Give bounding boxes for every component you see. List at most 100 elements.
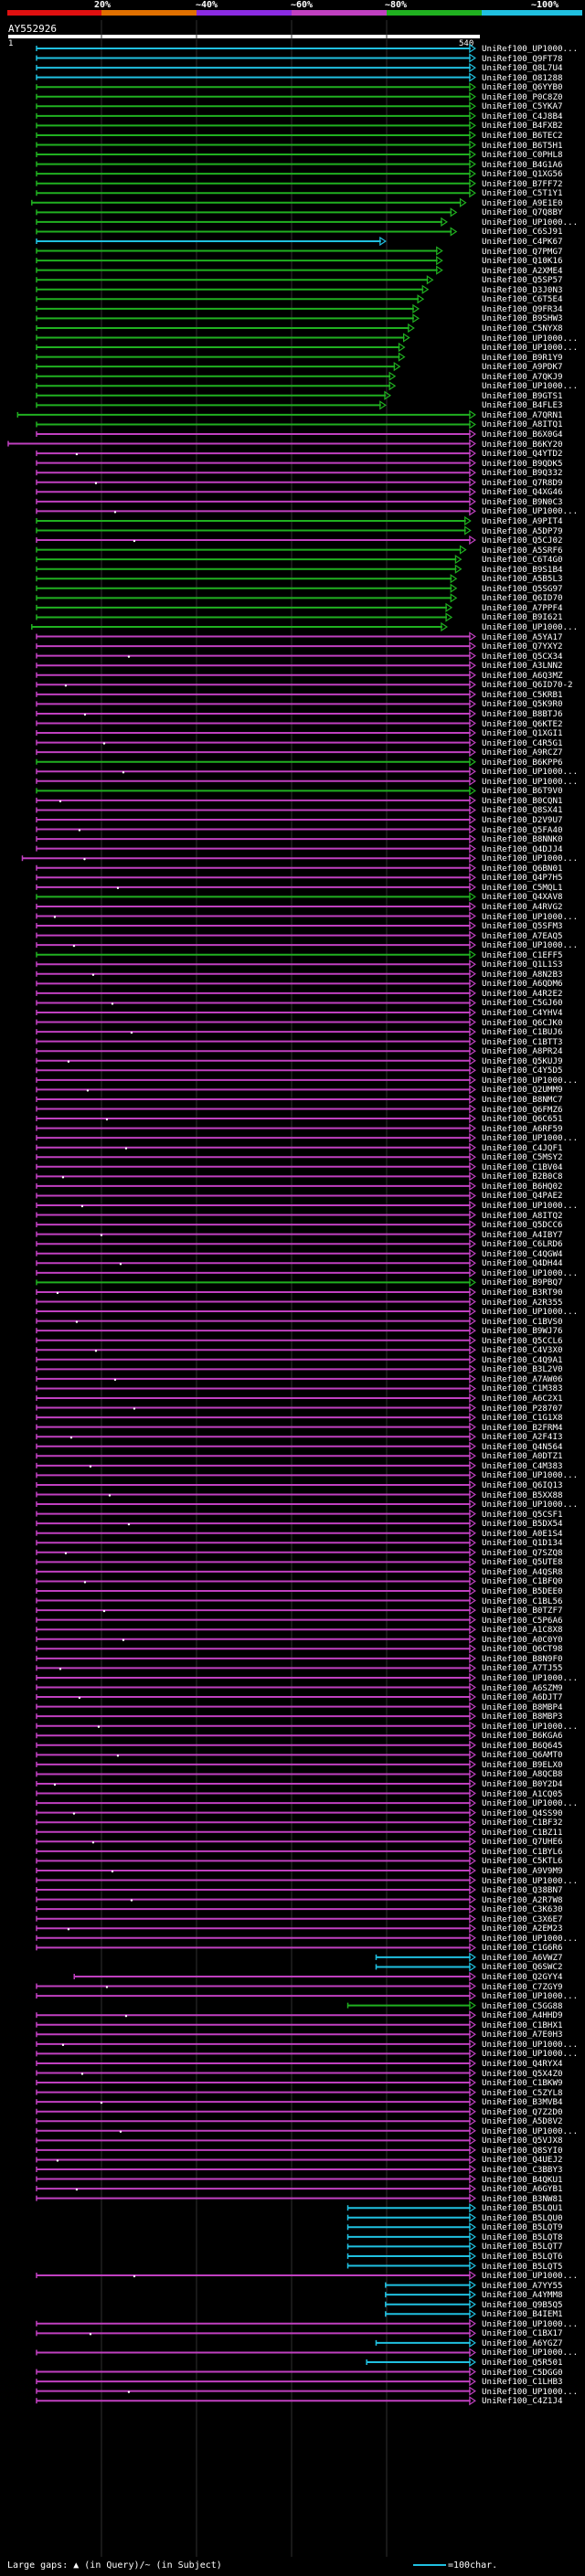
- hit-row[interactable]: [36, 448, 476, 459]
- hit-row[interactable]: [36, 988, 476, 999]
- hit-row[interactable]: [36, 236, 387, 247]
- hit-row[interactable]: [36, 1085, 476, 1095]
- hit-row[interactable]: [36, 661, 476, 671]
- hit-label[interactable]: UniRef100_UP1000...: [482, 217, 579, 228]
- hit-label[interactable]: UniRef100_B8NMC7: [482, 1094, 563, 1105]
- hit-label[interactable]: UniRef100_Q6FMZ6: [482, 1104, 563, 1115]
- hit-label[interactable]: UniRef100_D2V9U7: [482, 815, 563, 825]
- hit-label[interactable]: UniRef100_C6T5E4: [482, 294, 563, 305]
- hit-row[interactable]: [36, 1528, 476, 1538]
- hit-label[interactable]: UniRef100_Q4P7H5: [482, 873, 563, 884]
- hit-row[interactable]: [36, 1297, 476, 1307]
- hit-row[interactable]: [36, 1046, 476, 1056]
- hit-row[interactable]: [36, 2145, 476, 2156]
- hit-label[interactable]: UniRef100_Q5X4Z0: [482, 2068, 563, 2079]
- hit-label[interactable]: UniRef100_UP1000...: [482, 1721, 579, 1732]
- hit-label[interactable]: UniRef100_A6RF59: [482, 1123, 563, 1134]
- hit-row[interactable]: [36, 1161, 476, 1171]
- hit-row[interactable]: [36, 1644, 476, 1654]
- hit-label[interactable]: UniRef100_Q1L1S3: [482, 959, 563, 970]
- hit-row[interactable]: [36, 1818, 476, 1828]
- hit-label[interactable]: UniRef100_Q8SX41: [482, 805, 563, 816]
- hit-label[interactable]: UniRef100_B8NNK0: [482, 834, 563, 845]
- hit-row[interactable]: [36, 1924, 476, 1934]
- hit-label[interactable]: UniRef100_C5MSY2: [482, 1152, 563, 1163]
- hit-label[interactable]: UniRef100_UP1000...: [482, 1075, 579, 1086]
- hit-label[interactable]: UniRef100_Q6ID70: [482, 593, 563, 604]
- hit-row[interactable]: [346, 2222, 476, 2232]
- hit-row[interactable]: [36, 2328, 476, 2338]
- hit-row[interactable]: [36, 1055, 476, 1065]
- hit-label[interactable]: UniRef100_UP1000...: [482, 1201, 579, 1211]
- hit-row[interactable]: [36, 1364, 476, 1374]
- hit-row[interactable]: [366, 2357, 476, 2368]
- hit-label[interactable]: UniRef100_UP1000...: [482, 853, 579, 864]
- hit-label[interactable]: UniRef100_UP1000...: [482, 506, 579, 517]
- hit-row[interactable]: [36, 1981, 476, 1991]
- hit-row[interactable]: [36, 1943, 476, 1953]
- hit-label[interactable]: UniRef100_Q5SFM3: [482, 921, 563, 932]
- hit-row[interactable]: [36, 949, 476, 959]
- hit-row[interactable]: [36, 207, 458, 217]
- hit-label[interactable]: UniRef100_Q6CJK0: [482, 1017, 563, 1028]
- hit-label[interactable]: UniRef100_Q4N564: [482, 1441, 563, 1452]
- hit-label[interactable]: UniRef100_Q6C651: [482, 1114, 563, 1125]
- hit-label[interactable]: UniRef100_B5XX88: [482, 1489, 563, 1500]
- hit-label[interactable]: UniRef100_A8ITQ1: [482, 419, 563, 430]
- hit-row[interactable]: [36, 1682, 476, 1692]
- hit-row[interactable]: [36, 727, 476, 738]
- hit-row[interactable]: [36, 1904, 476, 1914]
- hit-label[interactable]: UniRef100_B9Q332: [482, 468, 563, 479]
- hit-label[interactable]: UniRef100_B9R1Y9: [482, 352, 563, 363]
- hit-label[interactable]: UniRef100_A6DJT7: [482, 1692, 563, 1703]
- hit-row[interactable]: [36, 1489, 476, 1500]
- hit-label[interactable]: UniRef100_Q7R8D9: [482, 477, 563, 488]
- hit-label[interactable]: UniRef100_C1BHX1: [482, 2019, 563, 2030]
- hit-row[interactable]: [36, 255, 443, 266]
- hit-row[interactable]: [36, 1412, 476, 1423]
- hit-row[interactable]: [36, 814, 476, 825]
- hit-label[interactable]: UniRef100_Q4DH44: [482, 1258, 563, 1269]
- hit-label[interactable]: UniRef100_C4Y5D5: [482, 1065, 563, 1076]
- hit-row[interactable]: [36, 1287, 476, 1298]
- hit-row[interactable]: [36, 940, 476, 950]
- hit-label[interactable]: UniRef100_C5GJ60: [482, 998, 563, 1009]
- hit-label[interactable]: UniRef100_C5ZYL8: [482, 2087, 563, 2098]
- hit-row[interactable]: [36, 371, 397, 381]
- hit-row[interactable]: [36, 1200, 476, 1211]
- hit-label[interactable]: UniRef100_UP1000...: [482, 44, 579, 54]
- hit-label[interactable]: UniRef100_B6Q645: [482, 1740, 563, 1751]
- hit-row[interactable]: [36, 564, 463, 574]
- hit-row[interactable]: [36, 1036, 476, 1046]
- hit-row[interactable]: [36, 1595, 476, 1606]
- hit-row[interactable]: [36, 833, 476, 844]
- hit-label[interactable]: UniRef100_UP1000...: [482, 1798, 579, 1809]
- hit-label[interactable]: UniRef100_C5KRB1: [482, 689, 563, 700]
- hit-label[interactable]: UniRef100_A6SZM9: [482, 1682, 563, 1693]
- hit-label[interactable]: UniRef100_A5D8V2: [482, 2116, 563, 2127]
- hit-label[interactable]: UniRef100_UP1000...: [482, 381, 579, 392]
- hit-row[interactable]: [36, 1142, 476, 1152]
- hit-row[interactable]: [36, 2155, 476, 2165]
- hit-label[interactable]: UniRef100_A2EM23: [482, 1924, 563, 1935]
- hit-label[interactable]: UniRef100_A9E1E0: [482, 197, 563, 208]
- hit-label[interactable]: UniRef100_B9WJ76: [482, 1326, 563, 1337]
- hit-label[interactable]: UniRef100_UP1000...: [482, 343, 579, 354]
- hit-row[interactable]: [36, 121, 476, 131]
- hit-label[interactable]: UniRef100_A4IBY7: [482, 1229, 563, 1240]
- hit-label[interactable]: UniRef100_C5YKA7: [482, 101, 563, 112]
- hit-label[interactable]: UniRef100_B2FRM4: [482, 1422, 563, 1433]
- hit-label[interactable]: UniRef100_B3MVB4: [482, 2097, 563, 2108]
- hit-label[interactable]: UniRef100_B6X0G4: [482, 429, 563, 440]
- hit-row[interactable]: [36, 1807, 476, 1818]
- hit-row[interactable]: [36, 718, 476, 728]
- hit-label[interactable]: UniRef100_A6Q3MZ: [482, 670, 563, 681]
- hit-label[interactable]: UniRef100_UP1000...: [482, 333, 579, 344]
- hit-label[interactable]: UniRef100_A5YA17: [482, 631, 563, 642]
- hit-row[interactable]: [36, 1258, 476, 1268]
- hit-row[interactable]: [36, 1171, 476, 1182]
- hit-row[interactable]: [36, 1605, 476, 1616]
- hit-label[interactable]: UniRef100_Q4XG46: [482, 487, 563, 498]
- hit-row[interactable]: [36, 1432, 476, 1442]
- hit-row[interactable]: [36, 911, 476, 921]
